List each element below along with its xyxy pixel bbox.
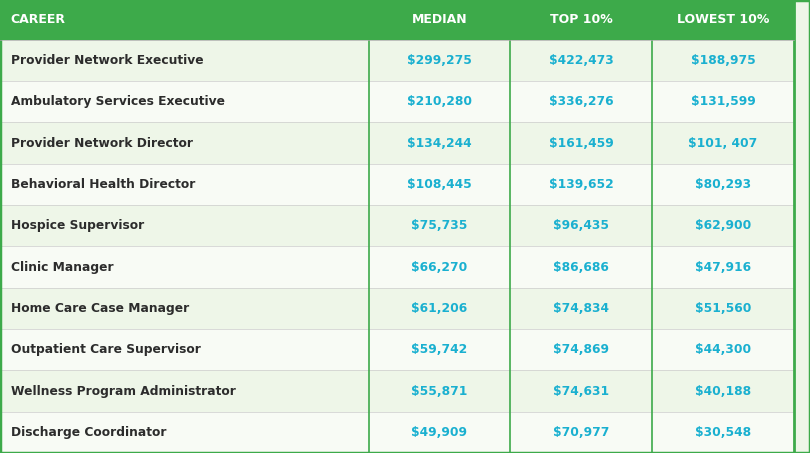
Text: $74,834: $74,834 — [553, 302, 609, 315]
Text: $80,293: $80,293 — [695, 178, 751, 191]
Text: $49,909: $49,909 — [411, 426, 467, 439]
Text: $70,977: $70,977 — [553, 426, 609, 439]
Text: Behavioral Health Director: Behavioral Health Director — [11, 178, 195, 191]
Text: $40,188: $40,188 — [695, 385, 751, 398]
Text: $51,560: $51,560 — [695, 302, 751, 315]
Text: Home Care Case Manager: Home Care Case Manager — [11, 302, 189, 315]
Bar — [0, 371, 794, 412]
Text: Clinic Manager: Clinic Manager — [11, 260, 113, 274]
Text: LOWEST 10%: LOWEST 10% — [676, 14, 770, 26]
Text: TOP 10%: TOP 10% — [550, 14, 612, 26]
Text: $336,276: $336,276 — [549, 95, 613, 108]
Bar — [0, 81, 794, 122]
Text: $59,742: $59,742 — [411, 343, 467, 356]
Text: $86,686: $86,686 — [553, 260, 609, 274]
Text: $74,869: $74,869 — [553, 343, 609, 356]
Bar — [0, 412, 794, 453]
Bar — [0, 246, 794, 288]
Text: $422,473: $422,473 — [549, 54, 613, 67]
Text: $75,735: $75,735 — [411, 219, 467, 232]
Bar — [0, 0, 794, 40]
Text: $55,871: $55,871 — [411, 385, 467, 398]
Text: Provider Network Director: Provider Network Director — [11, 137, 193, 149]
Text: $101, 407: $101, 407 — [688, 137, 757, 149]
Text: $96,435: $96,435 — [553, 219, 609, 232]
Bar — [0, 40, 794, 81]
Text: $62,900: $62,900 — [695, 219, 751, 232]
Text: $131,599: $131,599 — [691, 95, 755, 108]
Bar — [794, 0, 810, 453]
Text: $30,548: $30,548 — [695, 426, 751, 439]
Text: $66,270: $66,270 — [411, 260, 467, 274]
Text: $188,975: $188,975 — [691, 54, 755, 67]
Text: $299,275: $299,275 — [407, 54, 472, 67]
Text: $210,280: $210,280 — [407, 95, 472, 108]
Text: Wellness Program Administrator: Wellness Program Administrator — [11, 385, 236, 398]
Bar — [0, 164, 794, 205]
Text: $161,459: $161,459 — [549, 137, 613, 149]
Text: $61,206: $61,206 — [411, 302, 467, 315]
Text: Ambulatory Services Executive: Ambulatory Services Executive — [11, 95, 224, 108]
Text: Provider Network Executive: Provider Network Executive — [11, 54, 203, 67]
Text: $108,445: $108,445 — [407, 178, 471, 191]
Bar — [0, 122, 794, 164]
Text: Discharge Coordinator: Discharge Coordinator — [11, 426, 166, 439]
Text: $74,631: $74,631 — [553, 385, 609, 398]
Text: Outpatient Care Supervisor: Outpatient Care Supervisor — [11, 343, 200, 356]
Text: $139,652: $139,652 — [549, 178, 613, 191]
Text: CAREER: CAREER — [11, 14, 66, 26]
Text: $47,916: $47,916 — [695, 260, 751, 274]
Text: Hospice Supervisor: Hospice Supervisor — [11, 219, 144, 232]
Text: MEDIAN: MEDIAN — [411, 14, 467, 26]
Bar — [0, 205, 794, 246]
Text: $134,244: $134,244 — [407, 137, 471, 149]
Text: $44,300: $44,300 — [695, 343, 751, 356]
Bar — [0, 329, 794, 371]
Bar — [0, 288, 794, 329]
